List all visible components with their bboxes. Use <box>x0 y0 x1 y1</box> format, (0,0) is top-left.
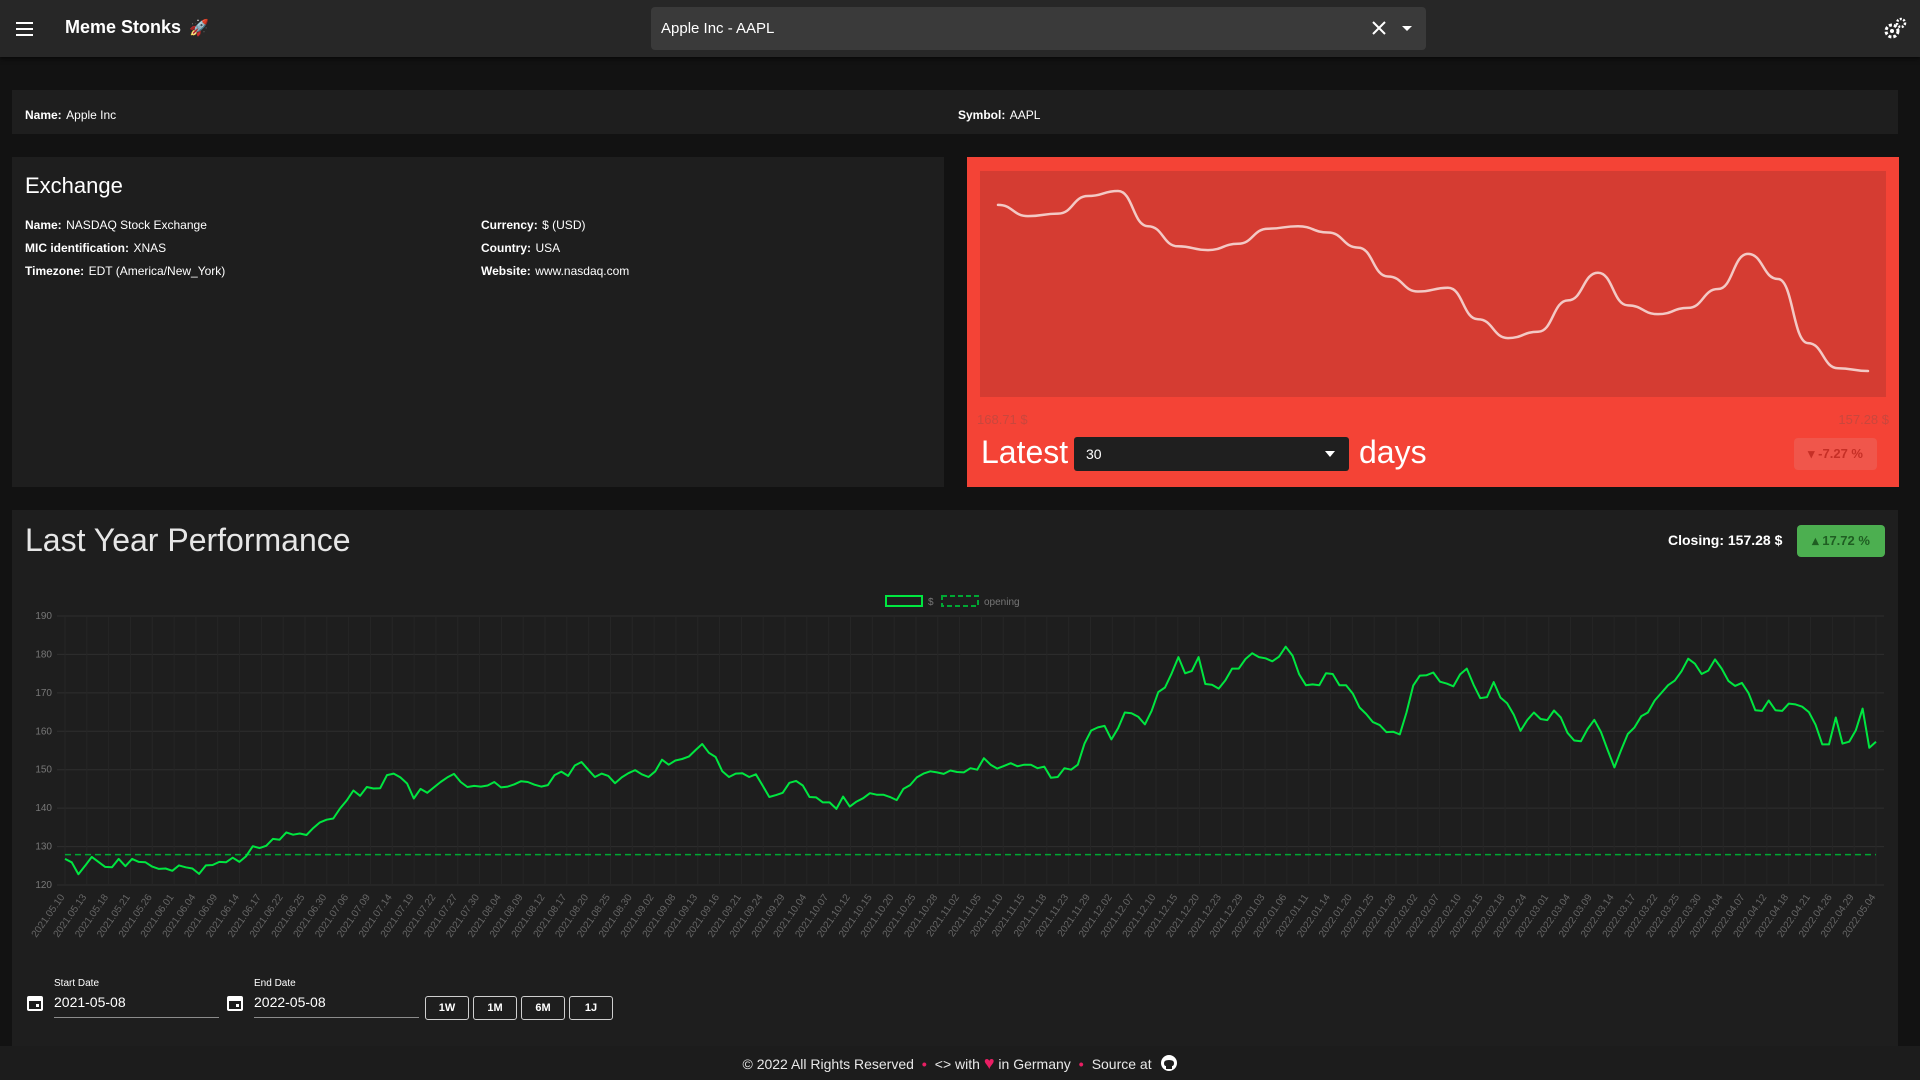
x-axis-ticks: 2021.05.102021.05.132021.05.182021.05.21… <box>30 892 1879 940</box>
start-date-input[interactable]: 2021-05-08 <box>54 994 126 1010</box>
latest-label: Latest <box>981 434 1069 470</box>
legend-label-price: $ <box>928 597 934 608</box>
y-tick-label: 190 <box>35 611 52 622</box>
clear-icon[interactable] <box>1369 18 1389 38</box>
performance-line-chart: 120 130 140 150 160 170 180 190 2021.05.102021.… <box>30 595 1884 940</box>
top-app-bar: Meme Stonks 🚀 <box>0 0 1920 57</box>
github-icon[interactable] <box>1160 1054 1178 1072</box>
exchange-timezone: Timezone: EDT (America/New_York) <box>25 264 226 278</box>
calendar-icon[interactable] <box>226 994 244 1012</box>
stock-symbol: Symbol: AAPL <box>958 108 1041 122</box>
heart-icon: ♥ <box>983 1053 995 1073</box>
chart-grid <box>57 615 1884 886</box>
days-select-value: 30 <box>1086 446 1102 462</box>
copyright-text: © 2022 All Rights Reserved <box>742 1056 914 1072</box>
start-date-label: Start Date <box>54 978 100 989</box>
exchange-name: Name: NASDAQ Stock Exchange <box>25 218 207 232</box>
recent-performance-card: 168.71 $ 157.28 $ Latest 30 days ▾ -7.27… <box>967 157 1899 487</box>
menu-icon[interactable] <box>12 16 38 42</box>
range-1j-button[interactable]: 1J <box>569 996 613 1020</box>
range-1m-button[interactable]: 1M <box>473 996 517 1020</box>
footer-source-text[interactable]: Source at <box>1091 1056 1152 1072</box>
exchange-country: Country: USA <box>481 241 561 255</box>
y-tick-label: 150 <box>35 765 52 776</box>
change-badge-up: ▴ 17.72 % <box>1797 525 1885 557</box>
sparkline-area <box>980 171 1886 397</box>
y-tick-label: 170 <box>35 688 52 699</box>
y-tick-label: 140 <box>35 803 52 814</box>
y-tick-label: 120 <box>35 880 52 891</box>
calendar-icon[interactable] <box>26 994 44 1012</box>
range-1w-button[interactable]: 1W <box>425 996 469 1020</box>
closing-price: Closing: 157.28 $ <box>1668 532 1783 548</box>
series-line-price <box>64 645 1877 876</box>
y-axis-ticks: 120 130 140 150 160 170 180 190 <box>35 611 52 891</box>
separator-dot: • <box>1078 1056 1084 1072</box>
legend-swatch-price <box>885 595 923 607</box>
y-tick-label: 130 <box>35 842 52 853</box>
code-icon: <> <box>934 1056 952 1072</box>
arrow-down-icon: ▾ <box>1808 446 1815 461</box>
chevron-down-icon[interactable] <box>1397 18 1417 38</box>
arrow-up-icon: ▴ <box>1812 533 1819 548</box>
exchange-currency: Currency: $ (USD) <box>481 218 586 232</box>
footer-with-text: with <box>955 1056 980 1072</box>
footer: © 2022 All Rights Reserved • <> with ♥ in … <box>0 1046 1920 1080</box>
exchange-mic: MIC identification: XNAS <box>25 241 167 255</box>
performance-title: Last Year Performance <box>25 522 351 558</box>
end-price: 157.28 $ <box>1838 412 1889 427</box>
range-6m-button[interactable]: 6M <box>521 996 565 1020</box>
start-date-field[interactable]: Start Date 2021-05-08 <box>54 978 219 1018</box>
end-date-field[interactable]: End Date 2022-05-08 <box>254 978 419 1018</box>
y-tick-label: 160 <box>35 726 52 737</box>
days-label: days <box>1359 434 1427 470</box>
stock-name: Name: Apple Inc <box>25 108 117 122</box>
chevron-down-icon <box>1325 451 1335 457</box>
app-title: Meme Stonks 🚀 <box>65 17 209 37</box>
stock-search-input[interactable] <box>661 7 1341 50</box>
footer-germany-text: in Germany <box>998 1056 1071 1072</box>
exchange-panel: Exchange Name: NASDAQ Stock Exchange MIC… <box>12 157 944 487</box>
stock-search-box[interactable] <box>651 7 1426 50</box>
end-date-label: End Date <box>254 978 296 989</box>
exchange-website: Website: www.nasdaq.com <box>481 264 630 278</box>
stock-info-bar: Name: Apple Inc Symbol: AAPL <box>12 90 1898 134</box>
gear-icon[interactable] <box>1882 16 1908 42</box>
change-badge-down: ▾ -7.27 % <box>1794 438 1877 470</box>
end-date-input[interactable]: 2022-05-08 <box>254 994 326 1010</box>
sparkline-line <box>996 189 1870 373</box>
exchange-title: Exchange <box>25 173 123 198</box>
y-tick-label: 180 <box>35 649 52 660</box>
rocket-icon: 🚀 <box>189 20 209 37</box>
separator-dot: • <box>921 1056 927 1072</box>
legend-label-opening: opening <box>984 597 1020 608</box>
sparkline-chart <box>996 189 1870 373</box>
last-year-performance-panel: Last Year Performance Closing: 157.28 $ … <box>12 510 1898 1046</box>
days-select[interactable]: 30 <box>1074 437 1349 471</box>
legend-swatch-opening <box>941 595 979 607</box>
start-price: 168.71 $ <box>977 412 1028 427</box>
chart-legend: $ opening <box>885 595 1020 608</box>
